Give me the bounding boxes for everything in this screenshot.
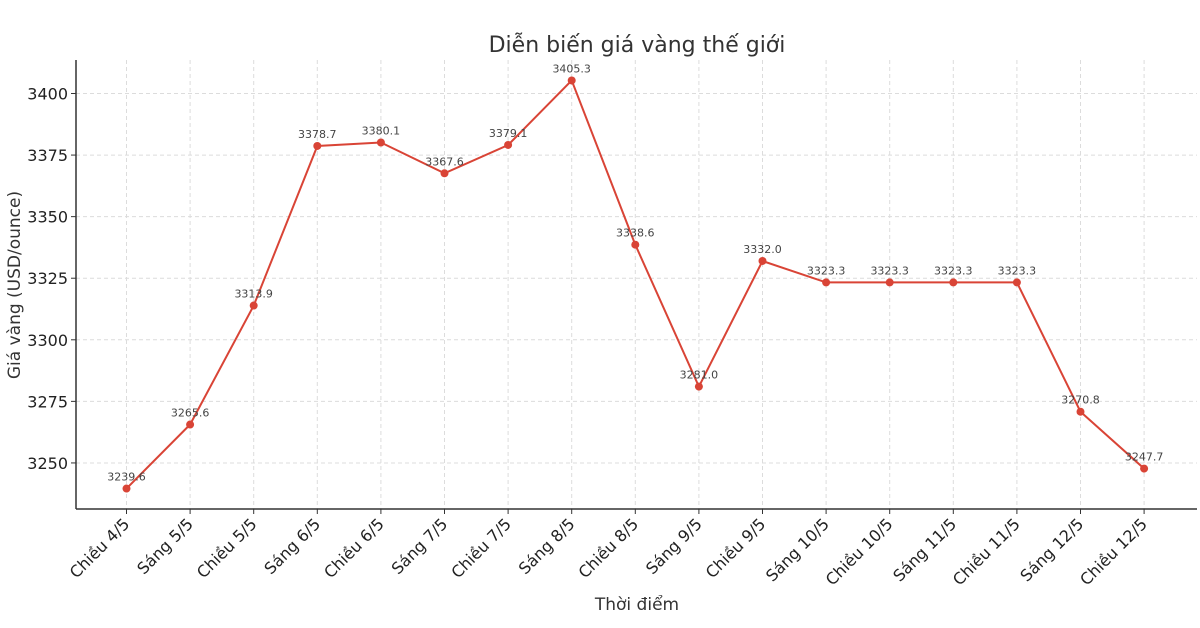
x-tick-label: Chiều 5/5: [193, 514, 261, 582]
data-label: 3380.1: [362, 125, 401, 138]
x-tick-label: Chiều 12/5: [1076, 514, 1151, 589]
data-label: 3281.0: [680, 369, 719, 382]
y-axis-label: Giá vàng (USD/ounce): [5, 191, 25, 379]
x-tick-label: Chiều 7/5: [447, 514, 515, 582]
data-point: [567, 76, 576, 85]
y-tick-label: 3275: [27, 392, 68, 411]
y-tick-label: 3350: [27, 208, 68, 227]
y-tick-label: 3300: [27, 331, 68, 350]
data-point: [186, 420, 195, 429]
data-point: [440, 169, 449, 178]
data-label: 3338.6: [616, 227, 655, 240]
data-label: 3323.3: [870, 264, 909, 277]
data-label: 3239.6: [107, 471, 146, 484]
data-point: [504, 140, 513, 149]
x-tick-label: Chiều 4/5: [66, 514, 134, 582]
data-point: [631, 240, 640, 249]
data-label: 3379.1: [489, 127, 528, 140]
x-tick-label: Sáng 7/5: [388, 514, 452, 578]
x-tick-label: Chiều 6/5: [320, 514, 388, 582]
y-tick-label: 3400: [27, 84, 68, 103]
data-point: [1076, 407, 1085, 416]
x-tick-label: Chiều 10/5: [822, 514, 897, 589]
data-label: 3332.0: [743, 243, 782, 256]
chart-title: Diễn biến giá vàng thế giới: [489, 32, 786, 58]
x-tick-label: Sáng 9/5: [642, 514, 706, 578]
x-tick-label: Chiều 9/5: [702, 514, 770, 582]
y-ticks: 3250 3275 3300 3325 3350 3375 3400: [27, 84, 76, 473]
data-label: 3405.3: [552, 62, 591, 75]
data-point: [249, 301, 258, 310]
data-label: 3323.3: [998, 264, 1037, 277]
data-points: [122, 76, 1149, 493]
data-label: 3323.3: [807, 264, 846, 277]
data-label: 3265.6: [171, 407, 210, 420]
data-point: [885, 278, 894, 287]
y-tick-label: 3250: [27, 454, 68, 473]
x-tick-label: Chiều 11/5: [949, 514, 1024, 589]
data-point: [313, 141, 322, 150]
data-label: 3313.9: [234, 288, 273, 301]
data-point: [1140, 464, 1149, 473]
x-tick-label: Sáng 8/5: [515, 514, 579, 578]
data-point: [122, 484, 131, 493]
data-label: 3247.7: [1125, 451, 1164, 464]
data-point: [949, 278, 958, 287]
y-tick-label: 3375: [27, 146, 68, 165]
data-point: [376, 138, 385, 147]
data-label: 3270.8: [1061, 394, 1100, 407]
data-point: [758, 256, 767, 265]
data-point: [1012, 278, 1021, 287]
data-labels: 3239.6 3265.6 3313.9 3378.7 3380.1 3367.6 3379…: [107, 62, 1163, 483]
y-tick-label: 3325: [27, 269, 68, 288]
data-point: [694, 382, 703, 391]
data-point: [822, 278, 831, 287]
data-label: 3323.3: [934, 264, 973, 277]
x-tick-label: Chiều 8/5: [575, 514, 643, 582]
data-label: 3367.6: [425, 155, 464, 168]
x-tick-label: Sáng 5/5: [133, 514, 197, 578]
grid-lines: [76, 60, 1197, 509]
x-axis-label: Thời điểm: [594, 594, 679, 615]
x-tick-label: Sáng 6/5: [260, 514, 324, 578]
data-label: 3378.7: [298, 128, 337, 141]
